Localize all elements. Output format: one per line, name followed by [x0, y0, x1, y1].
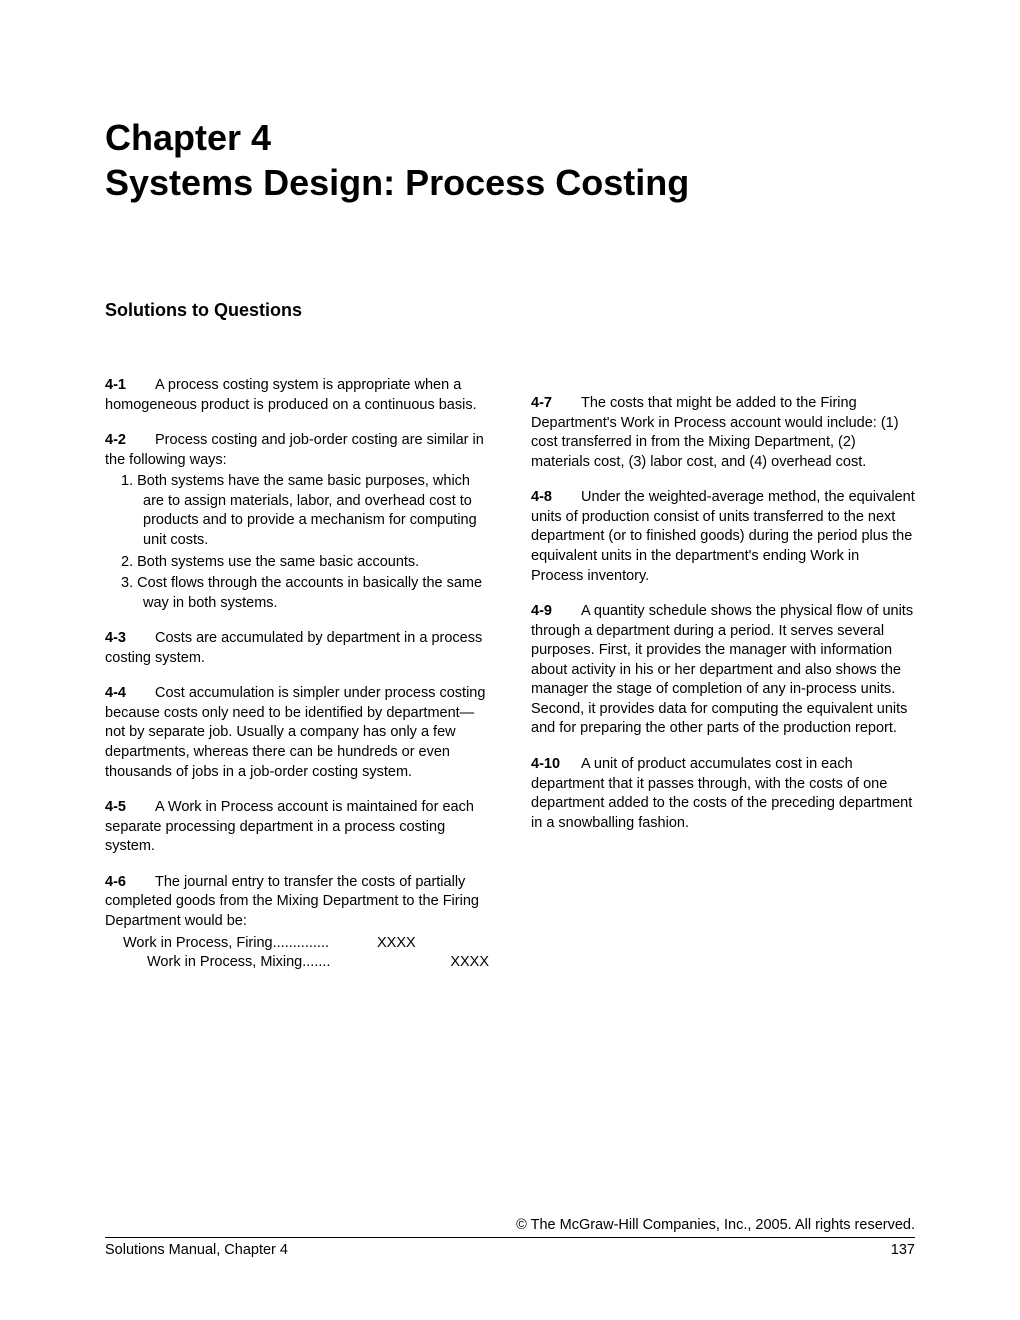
right-column: 4-7The costs that might be added to the … — [531, 376, 915, 989]
qtext: The journal entry to transfer the costs … — [105, 874, 479, 929]
qtext: Costs are accumulated by department in a… — [105, 630, 482, 666]
question-4-6: 4-6The journal entry to transfer the cos… — [105, 873, 489, 973]
qtext: A process costing system is appropriate … — [105, 377, 477, 413]
qnum: 4-9 — [531, 602, 581, 622]
qtext: A unit of product accumulates cost in ea… — [531, 756, 912, 831]
qnum: 4-7 — [531, 394, 581, 414]
question-4-3: 4-3Costs are accumulated by department i… — [105, 629, 489, 668]
question-4-8: 4-8Under the weighted-average method, th… — [531, 488, 915, 586]
qnum: 4-10 — [531, 755, 581, 775]
question-4-7: 4-7The costs that might be added to the … — [531, 394, 915, 472]
left-column: 4-1A process costing system is appropria… — [105, 376, 489, 989]
je-credit-label: Work in Process, Mixing....... — [147, 953, 377, 973]
qnum: 4-4 — [105, 684, 155, 704]
copyright: © The McGraw-Hill Companies, Inc., 2005.… — [105, 1217, 915, 1233]
question-4-9: 4-9A quantity schedule shows the physica… — [531, 602, 915, 739]
qintro: Process costing and job-order costing ar… — [105, 432, 484, 468]
qtext: Under the weighted-average method, the e… — [531, 489, 915, 583]
je-debit-label: Work in Process, Firing.............. — [123, 934, 377, 954]
footer-left: Solutions Manual, Chapter 4 — [105, 1242, 288, 1258]
page-footer: © The McGraw-Hill Companies, Inc., 2005.… — [105, 1217, 915, 1258]
chapter-number: Chapter 4 — [105, 115, 915, 160]
je-spacer — [377, 953, 437, 973]
qtext: Cost accumulation is simpler under proce… — [105, 685, 485, 779]
question-4-5: 4-5A Work in Process account is maintain… — [105, 798, 489, 857]
qnum: 4-1 — [105, 376, 155, 396]
je-spacer — [437, 934, 489, 954]
journal-entry: Work in Process, Firing.............. XX… — [105, 934, 489, 973]
je-debit-amount: XXXX — [377, 934, 437, 954]
question-4-2: 4-2Process costing and job-order costing… — [105, 431, 489, 613]
list-item: 2. Both systems use the same basic accou… — [105, 553, 489, 573]
journal-debit-row: Work in Process, Firing.............. XX… — [123, 934, 489, 954]
content-columns: 4-1A process costing system is appropria… — [105, 376, 915, 989]
qtext: A quantity schedule shows the physical f… — [531, 603, 913, 736]
journal-credit-row: Work in Process, Mixing....... XXXX — [123, 953, 489, 973]
footer-rule — [105, 1237, 915, 1238]
chapter-name: Systems Design: Process Costing — [105, 160, 915, 205]
qnum: 4-2 — [105, 431, 155, 451]
qtext: A Work in Process account is maintained … — [105, 799, 474, 854]
list-item: 3. Cost flows through the accounts in ba… — [105, 574, 489, 613]
chapter-title: Chapter 4 Systems Design: Process Costin… — [105, 115, 915, 205]
page-number: 137 — [891, 1242, 915, 1258]
qnum: 4-6 — [105, 873, 155, 893]
question-4-10: 4-10A unit of product accumulates cost i… — [531, 755, 915, 833]
list-item: 1. Both systems have the same basic purp… — [105, 472, 489, 550]
solutions-subheading: Solutions to Questions — [105, 300, 915, 321]
qnum: 4-3 — [105, 629, 155, 649]
question-4-4: 4-4Cost accumulation is simpler under pr… — [105, 684, 489, 782]
qtext: The costs that might be added to the Fir… — [531, 395, 899, 470]
je-credit-amount: XXXX — [437, 953, 489, 973]
qnum: 4-5 — [105, 798, 155, 818]
footer-line: Solutions Manual, Chapter 4 137 — [105, 1242, 915, 1258]
question-4-1: 4-1A process costing system is appropria… — [105, 376, 489, 415]
qnum: 4-8 — [531, 488, 581, 508]
